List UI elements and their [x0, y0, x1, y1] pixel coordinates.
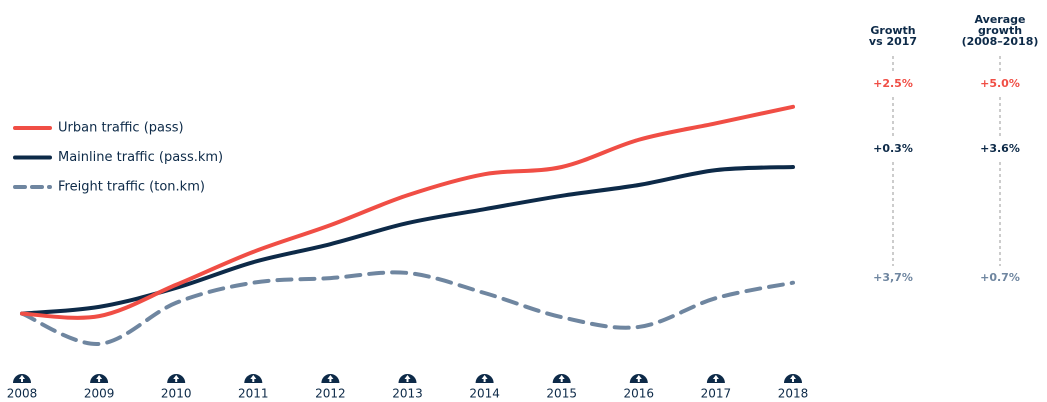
- year-icon-arrow: [404, 375, 411, 382]
- table-value: +0.7%: [980, 271, 1020, 284]
- year-icon-arrow: [558, 375, 565, 382]
- table-value: +2.5%: [873, 77, 913, 90]
- x-tick-label: 2009: [84, 387, 115, 401]
- table-value: +3.6%: [980, 142, 1020, 155]
- year-icon-arrow: [19, 375, 25, 382]
- table-header: growth: [978, 24, 1022, 37]
- x-tick-label: 2018: [778, 387, 809, 401]
- table-value: +5.0%: [980, 77, 1020, 90]
- table-header: Average: [975, 13, 1026, 26]
- x-tick-label: 2013: [392, 387, 423, 401]
- year-icon-arrow: [790, 375, 796, 382]
- series-line: [20, 104, 795, 320]
- table-header: Growth: [870, 24, 915, 37]
- year-icon-arrow: [635, 375, 642, 382]
- year-icon-arrow: [712, 375, 719, 382]
- x-tick-label: 2012: [315, 387, 346, 401]
- x-tick-label: 2016: [624, 387, 655, 401]
- x-tick-label: 2014: [469, 387, 500, 401]
- legend-label: Urban traffic (pass): [58, 121, 184, 136]
- year-icon-arrow: [96, 375, 103, 382]
- x-tick-label: 2015: [546, 387, 577, 401]
- table-value: +0.3%: [873, 142, 913, 155]
- year-icon-arrow: [481, 375, 488, 382]
- legend-label: Mainline traffic (pass.km): [58, 150, 223, 165]
- x-tick-label: 2017: [701, 387, 732, 401]
- x-tick-label: 2011: [238, 387, 269, 401]
- table-header: vs 2017: [869, 35, 917, 48]
- table-header: (2008–2018): [962, 35, 1039, 48]
- x-tick-label: 2008: [7, 387, 38, 401]
- year-icon-arrow: [327, 375, 334, 382]
- year-icon-arrow: [173, 375, 180, 382]
- year-icon-arrow: [250, 375, 257, 382]
- table-value: +3,7%: [873, 271, 913, 284]
- x-tick-label: 2010: [161, 387, 192, 401]
- legend-label: Freight traffic (ton.km): [58, 180, 205, 195]
- series-line: [20, 270, 795, 346]
